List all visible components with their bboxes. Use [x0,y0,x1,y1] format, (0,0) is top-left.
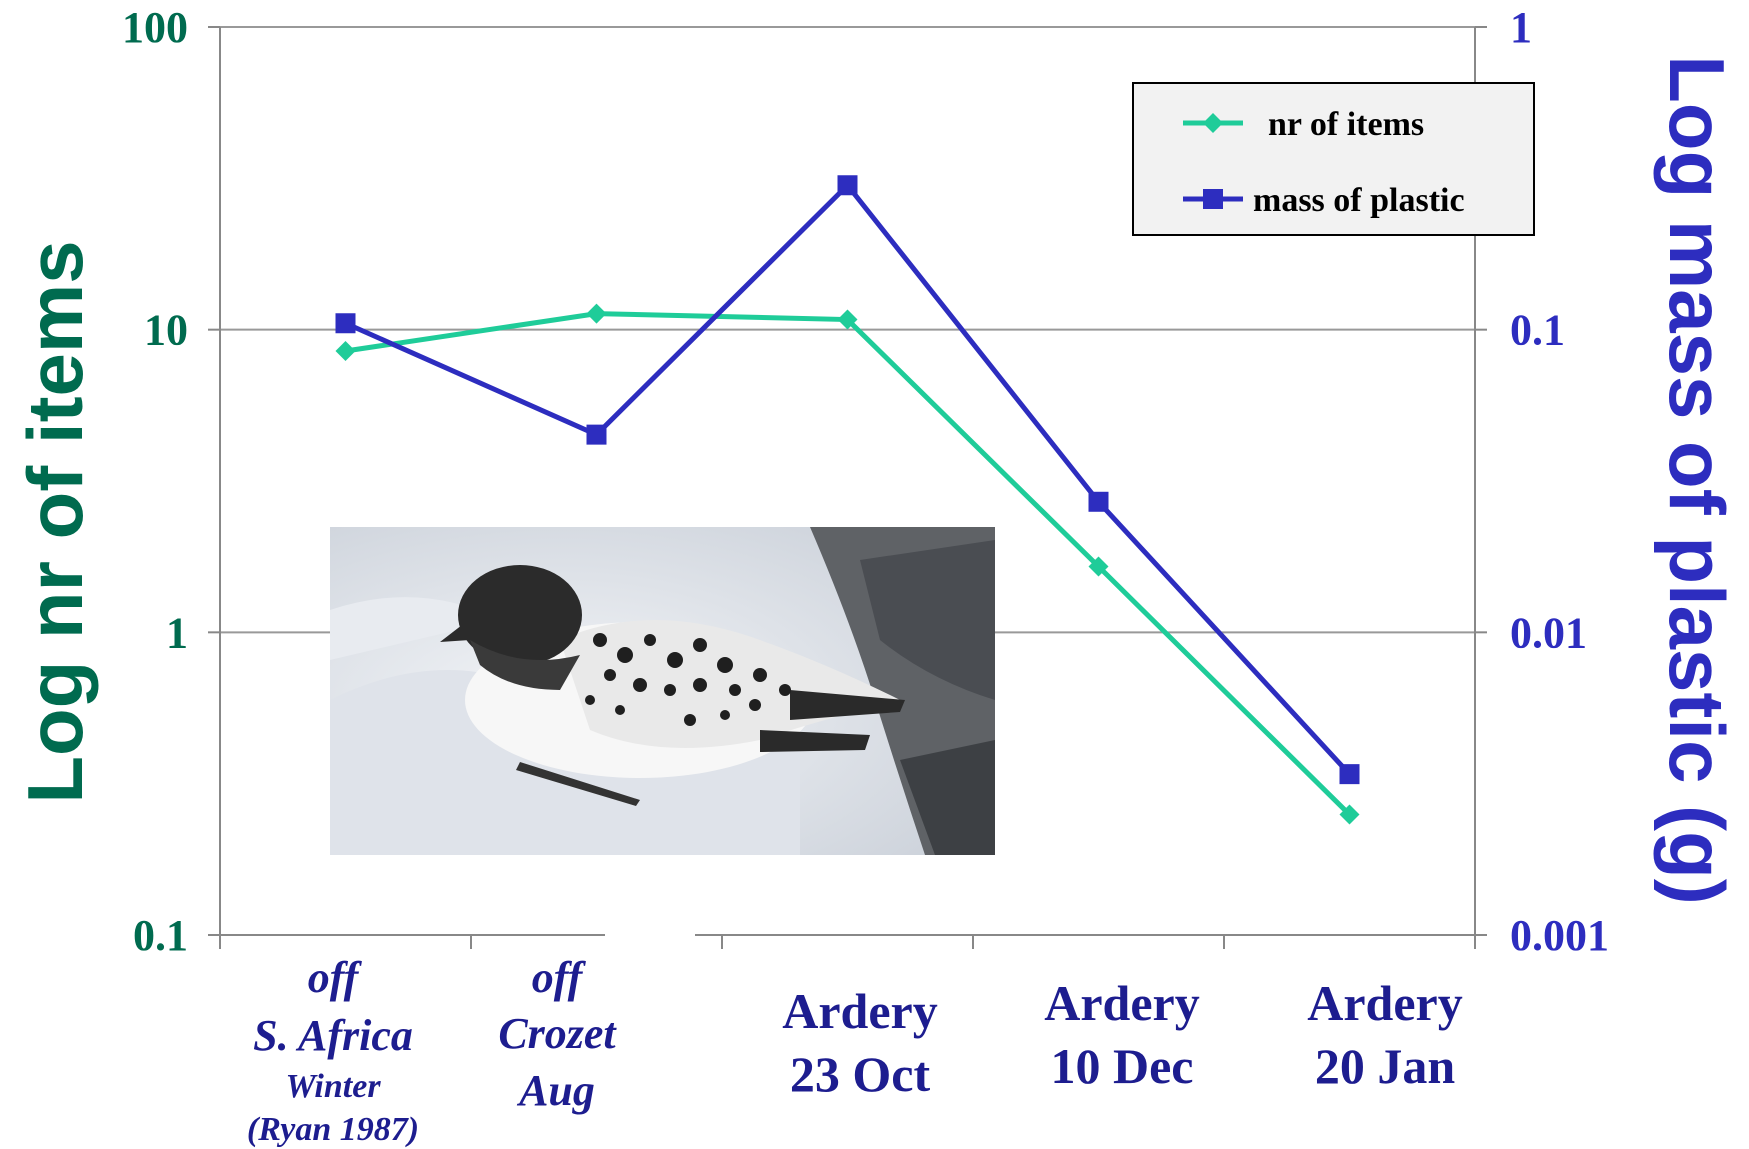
right-axis-title: Log mass of plastic (g) [1653,55,1741,904]
category-label: 20 Jan [1315,1038,1456,1094]
data-point-mass-of-plastic [586,424,607,445]
left-tick-label: 100 [122,3,188,52]
legend: nr of items mass of plastic [1132,82,1535,236]
left-tick-label: 10 [144,306,188,355]
legend-box [1132,82,1535,236]
category-label: Ardery [1307,975,1463,1031]
category-label: Aug [516,1066,595,1115]
category-label: (Ryan 1987) [247,1111,419,1148]
right-tick-label: 0.01 [1510,608,1587,657]
data-point-nr-of-items [586,303,607,324]
right-tick-label: 0.001 [1510,911,1609,960]
tick-labels: 100 10 1 0.1 1 0.1 0.01 0.001 [122,3,1609,960]
legend-marker [1203,113,1223,133]
series-layer [335,175,1360,825]
category-label: off [308,953,363,1002]
category-label: S. Africa [253,1011,413,1060]
cape-petrel-photo [330,527,995,855]
data-point-nr-of-items [1088,556,1109,577]
category-labels: off S. Africa Winter (Ryan 1987) off Crozet Au… [247,953,1463,1148]
legend-marker [1203,189,1223,209]
category-label: Ardery [1044,975,1200,1031]
right-tick-label: 0.1 [1510,306,1565,355]
left-tick-label: 0.1 [133,911,188,960]
category-label: 10 Dec [1051,1038,1194,1094]
category-label: Ardery [782,983,938,1039]
legend-label: nr of items [1268,106,1424,143]
data-point-mass-of-plastic [1088,491,1109,512]
left-tick-label: 1 [166,608,188,657]
right-tick-label: 1 [1510,3,1532,52]
category-label: 23 Oct [790,1046,931,1102]
category-label: Crozet [498,1009,617,1058]
category-label: Winter [285,1068,381,1105]
legend-label: mass of plastic [1253,182,1465,219]
data-point-mass-of-plastic [335,313,356,334]
data-point-mass-of-plastic [1339,764,1360,785]
left-axis-title: Log nr of items [11,240,99,803]
category-label: off [532,953,587,1002]
data-point-nr-of-items [335,341,356,362]
axis-titles: Log nr of items Log mass of plastic (g) [11,55,1741,904]
data-point-nr-of-items [1339,804,1360,825]
data-point-mass-of-plastic [837,175,858,196]
data-point-nr-of-items [837,309,858,330]
